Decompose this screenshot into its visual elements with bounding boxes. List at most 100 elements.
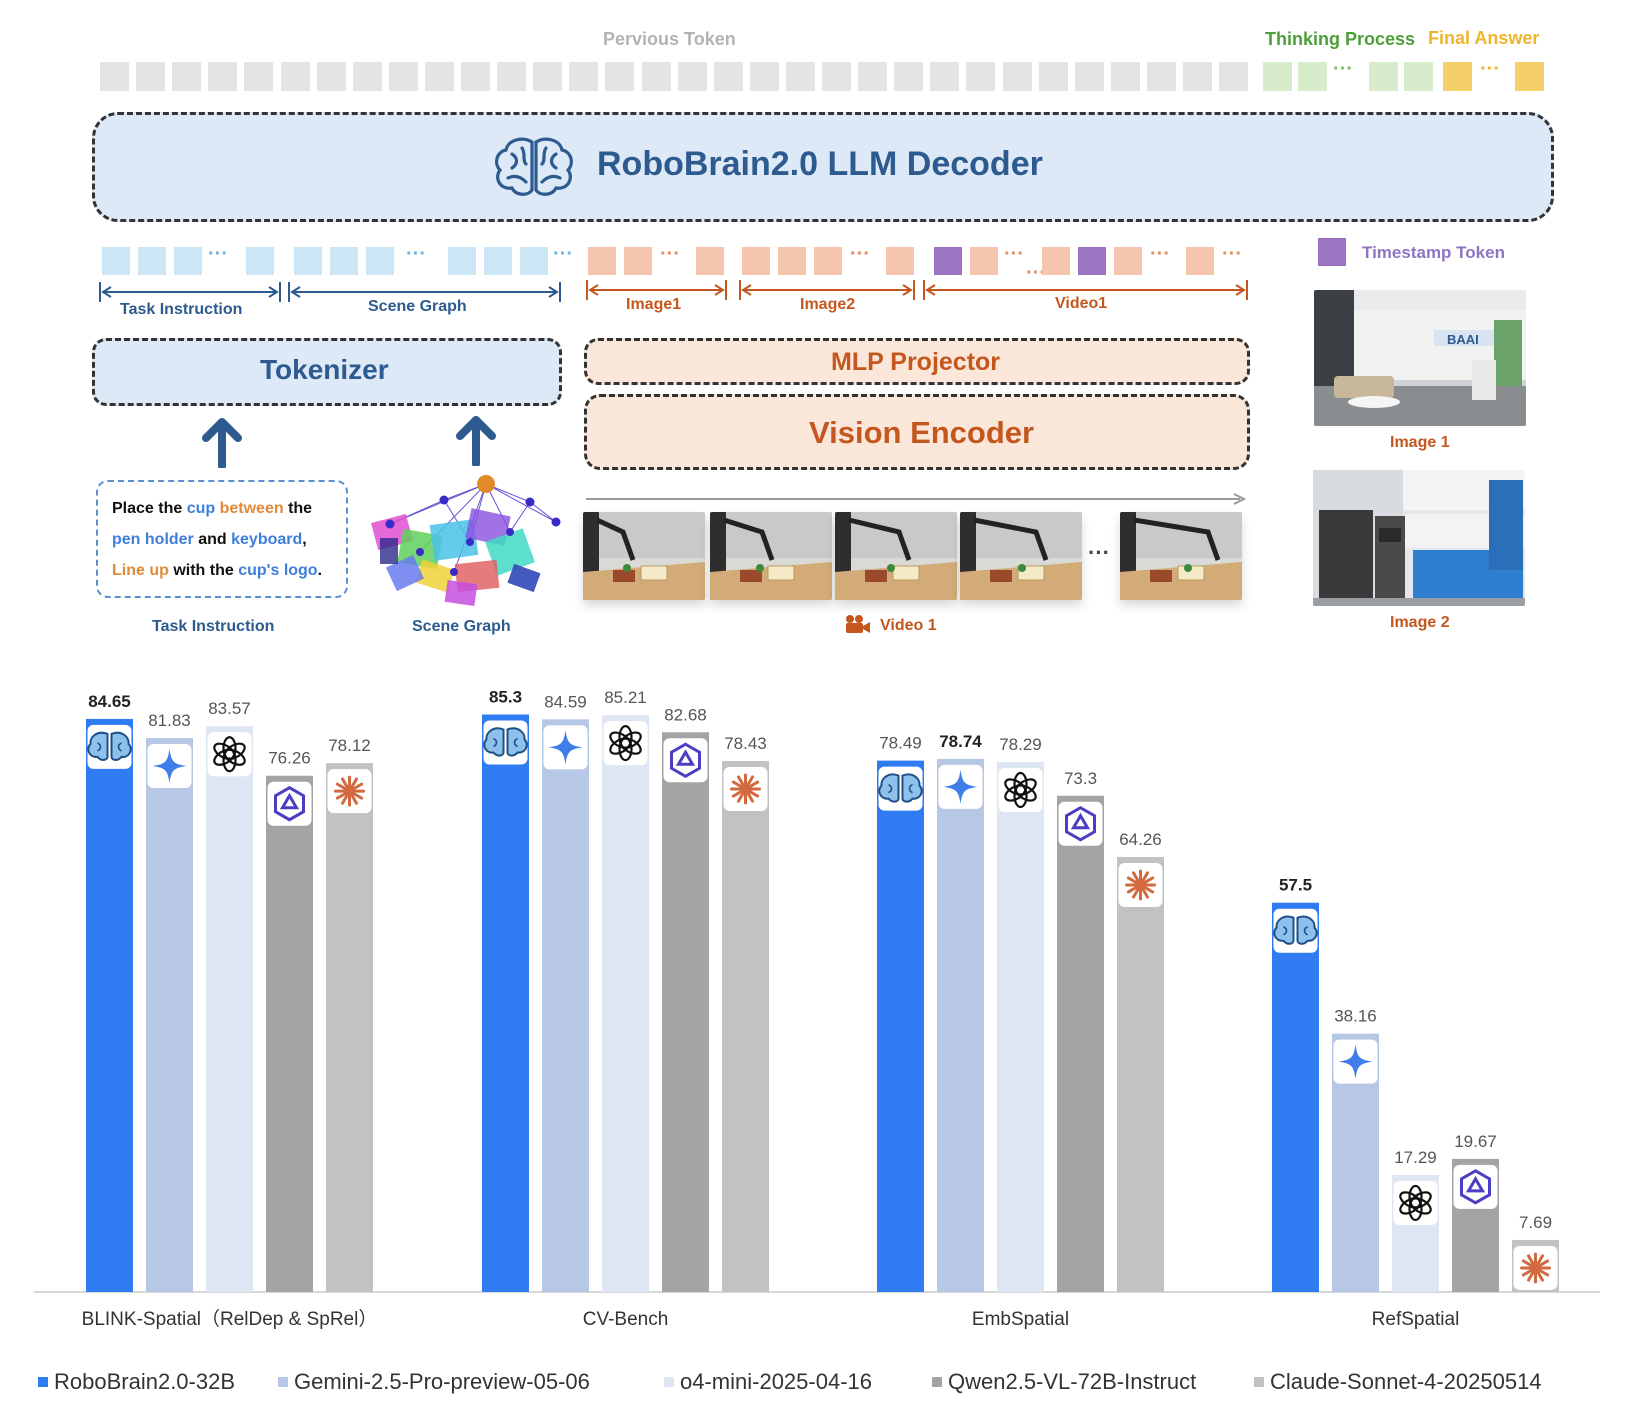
image-2-caption: Image 2 <box>1390 614 1450 631</box>
timeline-arrow <box>586 493 1247 505</box>
video-token <box>1114 247 1142 275</box>
segment-brackets <box>99 280 1248 302</box>
video-camera-icon <box>846 615 870 633</box>
openai-icon <box>603 721 648 766</box>
previous-token <box>1146 62 1176 91</box>
token-ellipsis: ··· <box>553 243 573 265</box>
vision-encoder-label: Vision Encoder <box>809 415 1035 450</box>
bar-value-label: 84.59 <box>544 692 587 711</box>
image-token <box>742 247 770 275</box>
segment-bracket <box>923 280 1248 300</box>
previous-token <box>966 62 996 91</box>
video-frame <box>1120 512 1242 600</box>
legend-swatch <box>664 1377 674 1387</box>
final-answer-token <box>1443 62 1472 91</box>
tokenizer-label: Tokenizer <box>260 354 389 385</box>
legend-item: Claude-Sonnet-4-20250514 <box>1254 1369 1542 1394</box>
text-token <box>520 247 548 275</box>
mlp-projector-box <box>584 338 1250 385</box>
instruction-fragment: between <box>215 500 284 517</box>
image-1-caption: Image 1 <box>1390 434 1450 451</box>
video-token <box>1186 247 1214 275</box>
bar-value-label: 78.43 <box>724 734 767 753</box>
legend-item: Gemini-2.5-Pro-preview-05-06 <box>278 1369 590 1394</box>
timestamp-token-label: Timestamp Token <box>1362 243 1505 262</box>
instruction-fragment: Line up <box>112 562 169 579</box>
claude-icon <box>723 767 768 812</box>
instruction-fragment: cup <box>186 500 216 517</box>
bar-value-label: 83.57 <box>208 699 251 718</box>
text-token <box>330 247 358 275</box>
openai-icon <box>207 732 252 777</box>
segment-label-scene-graph: Scene Graph <box>368 298 467 315</box>
task-instruction-caption: Task Instruction <box>152 618 275 635</box>
previous-token <box>894 62 924 91</box>
brain-icon <box>87 724 132 769</box>
gemini-sparkle-icon <box>938 764 983 809</box>
previous-token <box>1002 62 1032 91</box>
previous-token <box>352 62 382 91</box>
timestamp-token-swatch <box>1318 238 1346 266</box>
previous-token <box>316 62 346 91</box>
previous-token <box>100 62 129 91</box>
legend-swatch <box>38 1377 48 1387</box>
legend-item: o4-mini-2025-04-16 <box>664 1369 872 1394</box>
token-ellipsis: ··· <box>208 243 228 265</box>
scene-graph-caption: Scene Graph <box>412 618 511 635</box>
photo-baai-text: BAAI <box>1447 332 1479 347</box>
image-1-office-photo: BAAI <box>1314 290 1526 426</box>
bar-value-label: 85.21 <box>604 688 647 707</box>
previous-token <box>822 62 851 91</box>
bar <box>326 763 373 1292</box>
previous-token <box>533 62 563 91</box>
token-ellipsis: ··· <box>1333 58 1353 80</box>
instruction-fragment: pen holder <box>112 531 194 548</box>
category-tick-label: RefSpatial <box>1372 1309 1460 1330</box>
image-token <box>886 247 914 275</box>
tokenizer-box <box>92 338 562 406</box>
instruction-fragment: the <box>283 500 313 517</box>
thinking-process-label: Thinking Process <box>1265 29 1416 49</box>
segment-label-task-instruction: Task Instruction <box>120 301 243 318</box>
bar <box>877 760 924 1292</box>
bar <box>146 738 193 1292</box>
text-token <box>484 247 512 275</box>
bar-value-label: 76.26 <box>268 749 311 768</box>
openai-icon <box>998 767 1043 812</box>
bar <box>602 715 649 1292</box>
category-tick-label: CV-Bench <box>583 1309 669 1330</box>
qwen-icon <box>1058 801 1103 846</box>
bar-value-label: 7.69 <box>1519 1213 1552 1232</box>
vision-encoder-box <box>584 394 1250 470</box>
qwen-icon <box>267 781 312 826</box>
image-token <box>588 247 616 275</box>
previous-token <box>136 62 166 91</box>
text-token <box>102 247 130 275</box>
instruction-line-2: pen holder and keyboard, <box>112 531 307 549</box>
segment-label-image2: Image2 <box>800 296 856 313</box>
previous-token <box>641 62 671 91</box>
token-ellipsis: ··· <box>1150 243 1170 265</box>
previous-token <box>461 62 490 91</box>
legend-label: Claude-Sonnet-4-20250514 <box>1270 1369 1542 1394</box>
llm-decoder-title: RoboBrain2.0 LLM Decoder <box>597 145 1043 183</box>
bar-value-label: 78.74 <box>939 732 982 751</box>
bar-value-label: 85.3 <box>489 688 522 707</box>
gemini-sparkle-icon <box>147 744 192 789</box>
instruction-fragment: , <box>302 531 307 548</box>
image-token <box>696 247 724 275</box>
segment-bracket <box>739 280 915 300</box>
claude-icon <box>1118 862 1163 907</box>
bar <box>937 758 984 1292</box>
bar <box>266 775 313 1292</box>
llm-decoder-box <box>92 112 1554 222</box>
bar-value-label: 78.29 <box>999 735 1042 754</box>
qwen-icon <box>663 738 708 783</box>
legend-swatch <box>932 1377 942 1387</box>
brain-icon <box>492 134 576 200</box>
token-ellipsis: ··· <box>1480 58 1500 80</box>
image-token <box>814 247 842 275</box>
instruction-fragment: with the <box>168 562 239 579</box>
previous-token <box>749 62 779 91</box>
bar <box>542 719 589 1292</box>
